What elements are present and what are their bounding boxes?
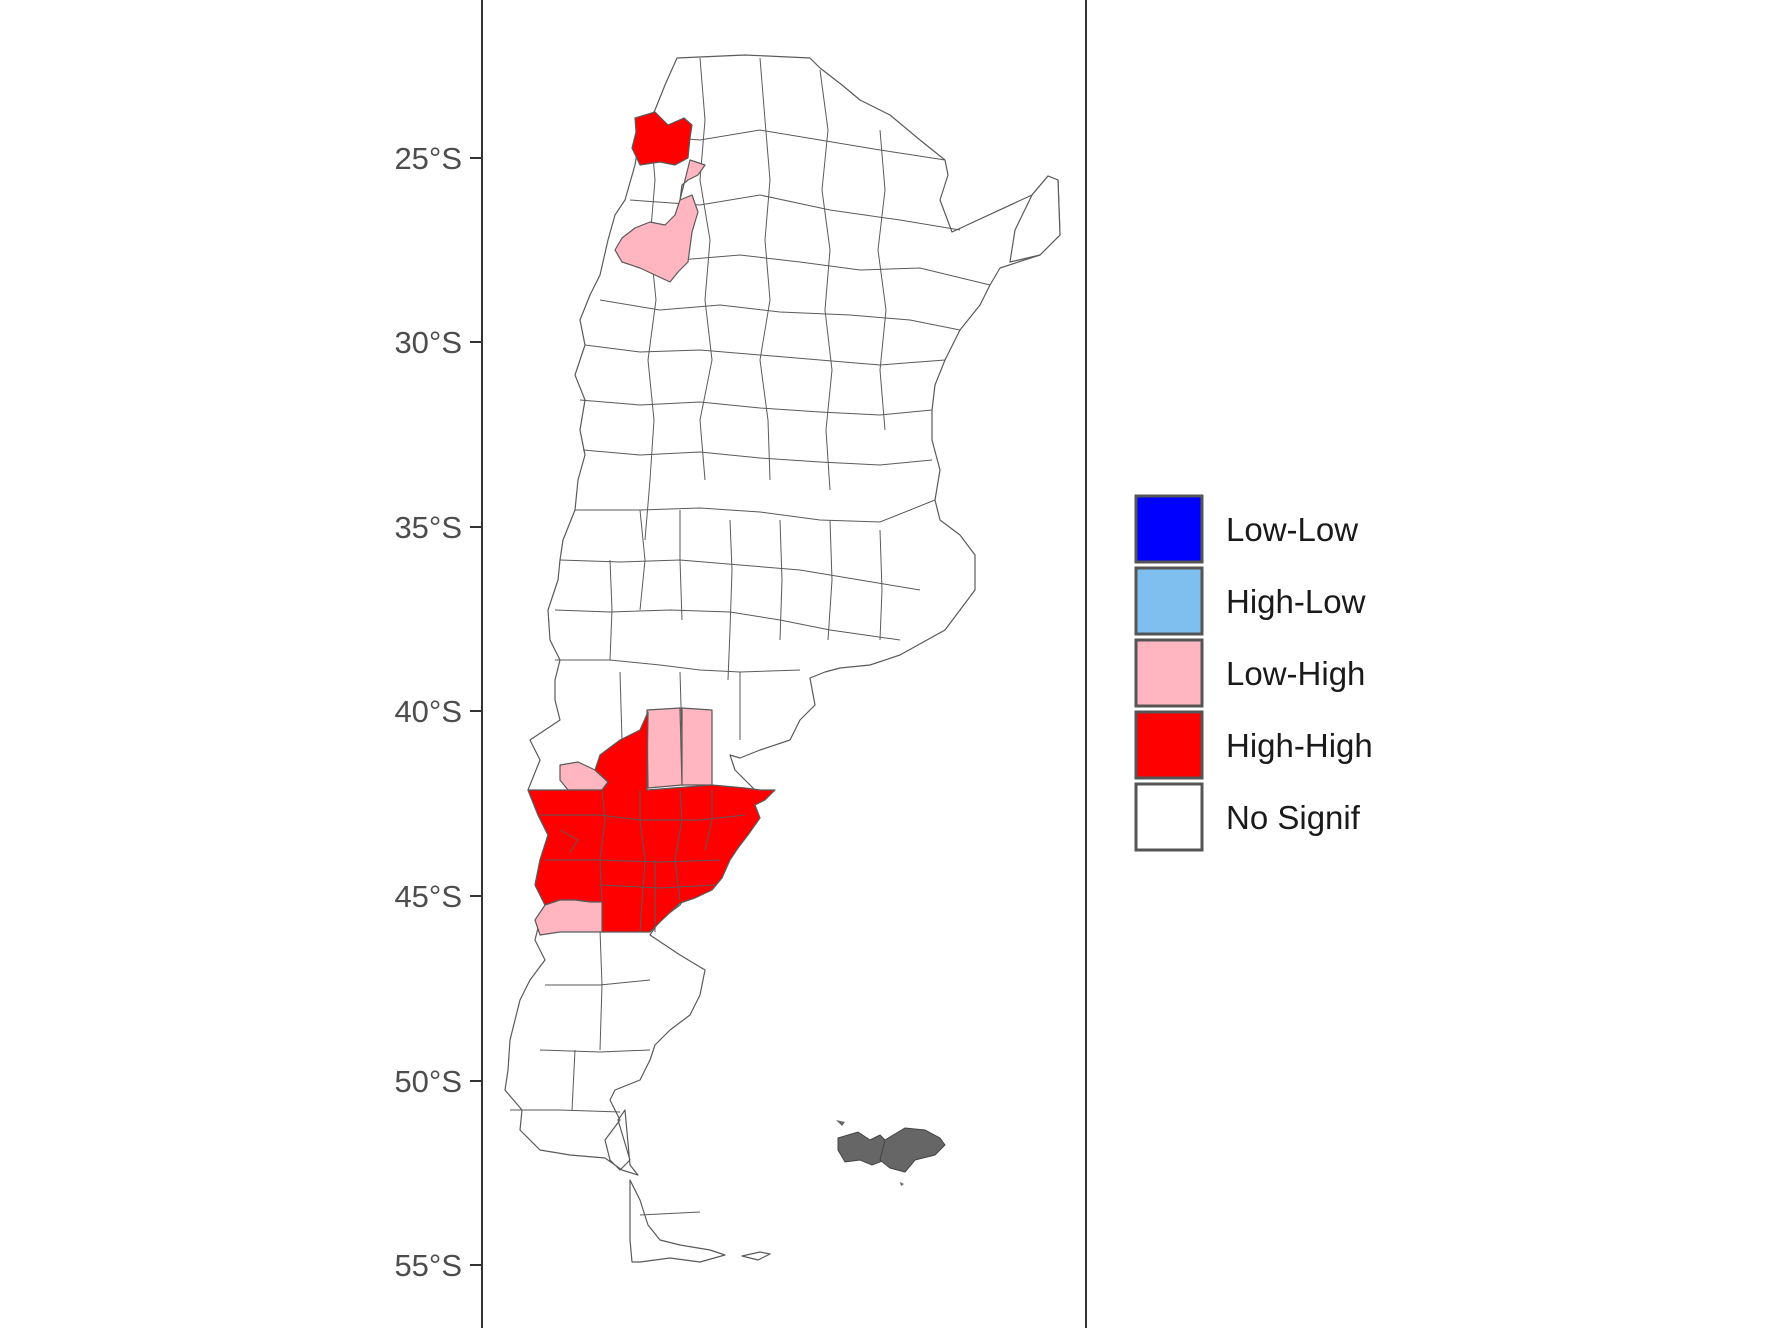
y-tick-label: 50°S bbox=[394, 1064, 462, 1099]
legend-label-low-low: Low-Low bbox=[1226, 511, 1358, 548]
isla-de-los-estados bbox=[741, 1251, 771, 1261]
y-axis: 25°S 30°S 35°S 40°S 45°S 50°S 55°S bbox=[394, 141, 482, 1283]
legend: Low-Low High-Low Low-High High-High No S… bbox=[1134, 494, 1373, 852]
legend-key-high-high bbox=[1134, 710, 1204, 780]
y-tick-label: 55°S bbox=[394, 1248, 462, 1283]
y-tick-label: 30°S bbox=[394, 325, 462, 360]
y-tick-label: 35°S bbox=[394, 510, 462, 545]
legend-label-low-high: Low-High bbox=[1226, 655, 1365, 692]
high-high-boundaries bbox=[540, 789, 746, 933]
island-east bbox=[879, 1127, 946, 1173]
legend-label-no-signif: No Signif bbox=[1226, 799, 1361, 836]
misiones bbox=[1009, 175, 1061, 263]
island-small-b bbox=[900, 1182, 904, 1186]
legend-key-low-high bbox=[1134, 638, 1204, 708]
legend-key-low-low bbox=[1134, 494, 1204, 564]
low-high-northwest-b bbox=[614, 194, 699, 283]
y-tick-label: 40°S bbox=[394, 694, 462, 729]
legend-key-no-signif bbox=[1134, 782, 1204, 852]
legend-label-high-low: High-Low bbox=[1226, 583, 1366, 620]
high-high-northwest bbox=[631, 111, 693, 166]
department-boundaries bbox=[510, 57, 991, 1216]
low-high-santa-cruz-north bbox=[534, 899, 603, 936]
y-tick-label: 25°S bbox=[394, 141, 462, 176]
legend-key-high-low bbox=[1134, 566, 1204, 636]
low-high-chubut-north-a bbox=[646, 707, 683, 789]
falkland-islands bbox=[836, 1120, 946, 1186]
argentina-departments bbox=[504, 54, 1061, 1263]
y-tick-label: 45°S bbox=[394, 879, 462, 914]
tierra-del-fuego bbox=[629, 1179, 726, 1263]
island-small-a bbox=[836, 1120, 845, 1126]
low-high-chubut-north-b bbox=[681, 707, 713, 786]
legend-label-high-high: High-High bbox=[1226, 727, 1373, 764]
